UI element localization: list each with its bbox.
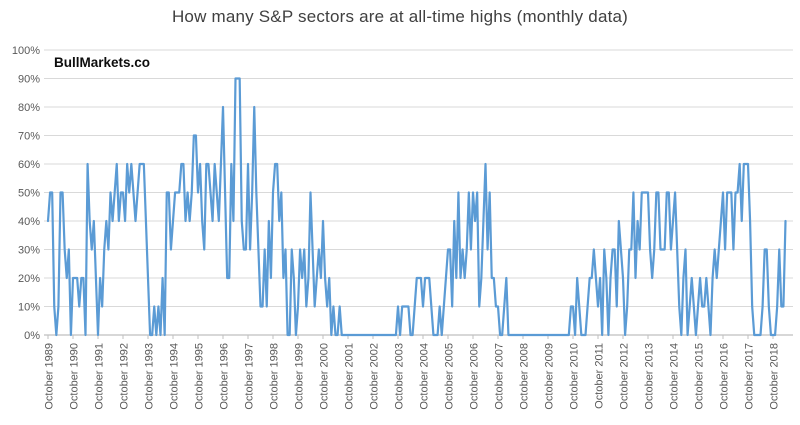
y-tick-label-90%: 90% (18, 74, 40, 86)
y-tick-label-0%: 0% (24, 330, 40, 342)
x-tick-label-October 1994: October 1994 (169, 343, 181, 410)
y-tick-label-70%: 70% (18, 131, 40, 143)
x-tick-label-October 1997: October 1997 (244, 343, 256, 410)
x-tick-label-October 1989: October 1989 (44, 343, 56, 410)
x-tick-label-October 2009: October 2009 (544, 343, 556, 410)
x-tick-label-October 2000: October 2000 (319, 343, 331, 410)
x-tick-label-October 2011: October 2011 (594, 343, 606, 409)
x-tick-label-October 2015: October 2015 (694, 343, 706, 410)
x-tick-label-October 2001: October 2001 (344, 343, 356, 410)
y-tick-label-80%: 80% (18, 102, 40, 114)
x-tick-label-October 2014: October 2014 (669, 343, 681, 410)
x-tick-label-October 2006: October 2006 (469, 343, 481, 410)
x-tick-label-October 2004: October 2004 (419, 343, 431, 410)
x-tick-label-October 1996: October 1996 (219, 343, 231, 410)
y-tick-label-10%: 10% (18, 302, 40, 314)
x-tick-label-October 2003: October 2003 (394, 343, 406, 410)
x-tick-label-October 2012: October 2012 (619, 343, 631, 410)
x-tick-label-October 2010: October 2010 (569, 343, 581, 410)
x-tick-label-October 2007: October 2007 (494, 343, 506, 410)
x-tick-label-October 1990: October 1990 (69, 343, 81, 410)
y-tick-label-50%: 50% (18, 188, 40, 200)
y-tick-label-30%: 30% (18, 245, 40, 257)
x-tick-label-October 1991: October 1991 (94, 343, 106, 410)
x-tick-label-October 2017: October 2017 (744, 343, 756, 410)
watermark-bullmarkets: BullMarkets.co (54, 55, 151, 70)
data-line-sectors-at-highs (46, 77, 787, 337)
y-tick-label-100%: 100% (12, 45, 40, 57)
x-tick-label-October 2005: October 2005 (444, 343, 456, 410)
y-tick-label-40%: 40% (18, 216, 40, 228)
x-tick-label-October 1992: October 1992 (119, 343, 131, 410)
x-tick-label-October 2013: October 2013 (644, 343, 656, 410)
x-tick-label-October 1993: October 1993 (144, 343, 156, 410)
x-tick-label-October 2018: October 2018 (769, 343, 781, 410)
x-tick-label-October 1995: October 1995 (194, 343, 206, 410)
chart-title: How many S&P sectors are at all-time hig… (171, 7, 629, 26)
y-tick-label-20%: 20% (18, 273, 40, 285)
x-tick-label-October 1999: October 1999 (294, 343, 306, 410)
x-tick-label-October 1998: October 1998 (269, 343, 281, 410)
x-tick-label-October 2008: October 2008 (519, 343, 531, 410)
y-tick-label-60%: 60% (18, 159, 40, 171)
x-tick-label-October 2016: October 2016 (719, 343, 731, 410)
x-tick-label-October 2002: October 2002 (369, 343, 381, 410)
